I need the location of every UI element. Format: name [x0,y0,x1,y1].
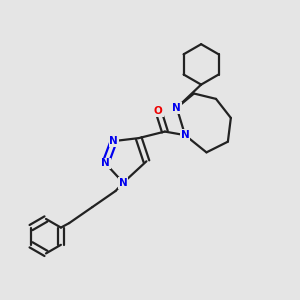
Text: N: N [119,178,128,188]
Text: N: N [101,158,110,168]
Text: N: N [172,103,181,113]
Text: N: N [181,130,189,140]
Text: O: O [154,106,163,116]
Text: N: N [110,136,118,146]
